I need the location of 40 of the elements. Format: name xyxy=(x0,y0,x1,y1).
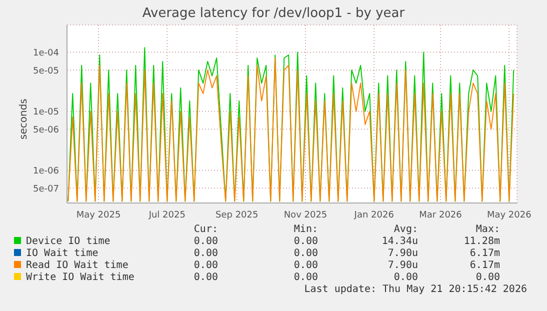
x-tick-label: Sep 2025 xyxy=(216,210,258,220)
text: 0.00 xyxy=(392,272,418,283)
x-tick-label: Nov 2025 xyxy=(284,210,328,220)
text: 6.17m xyxy=(468,248,500,259)
text: 0.00 xyxy=(192,272,218,283)
text: 14.34u xyxy=(380,236,418,247)
text: Last update: Thu May 21 20:15:42 2026 xyxy=(304,284,527,295)
y-axis-title: seconds xyxy=(18,98,30,140)
text: Min: xyxy=(292,224,318,235)
text: 0.00 xyxy=(292,272,318,283)
y-tick-label: 5e-06 xyxy=(33,125,60,136)
y-tick-label: 5e-07 xyxy=(33,184,59,194)
legend-label: Read IO Wait time xyxy=(25,260,128,272)
legend-label: Device IO time xyxy=(25,236,110,248)
y-tick-label: 5e-05 xyxy=(33,66,59,76)
text: Avg: xyxy=(392,224,418,235)
y-tick-label: 1e-04 xyxy=(33,48,60,58)
text: 0.00 xyxy=(192,260,218,271)
text: 0.00 xyxy=(292,260,318,271)
text: 11.28m xyxy=(462,236,500,247)
x-tick-label: Jul 2025 xyxy=(148,210,186,220)
text: Max: xyxy=(474,224,500,235)
text: 0.00 xyxy=(292,248,318,259)
x-tick-label: Mar 2026 xyxy=(419,210,462,220)
y-tick-label: 1e-06 xyxy=(33,166,60,177)
legend-label: IO Wait time xyxy=(25,248,98,260)
chart-title: Average latency for /dev/loop1 - by year xyxy=(141,6,406,21)
text: 7.90u xyxy=(386,248,418,259)
text: 6.17m xyxy=(468,260,500,271)
legend-label: Write IO Wait time xyxy=(25,272,134,284)
x-tick-label: May 2026 xyxy=(486,210,532,220)
text: Cur: xyxy=(192,224,218,235)
y-tick-label: 1e-05 xyxy=(33,108,59,118)
text: 0.00 xyxy=(292,236,318,247)
x-tick-label: Jan 2026 xyxy=(353,210,394,220)
text: 0.00 xyxy=(192,236,218,247)
x-tick-label: May 2025 xyxy=(76,210,121,220)
text: 0.00 xyxy=(192,248,218,259)
text: 7.90u xyxy=(386,260,418,271)
text: 0.00 xyxy=(474,272,500,283)
